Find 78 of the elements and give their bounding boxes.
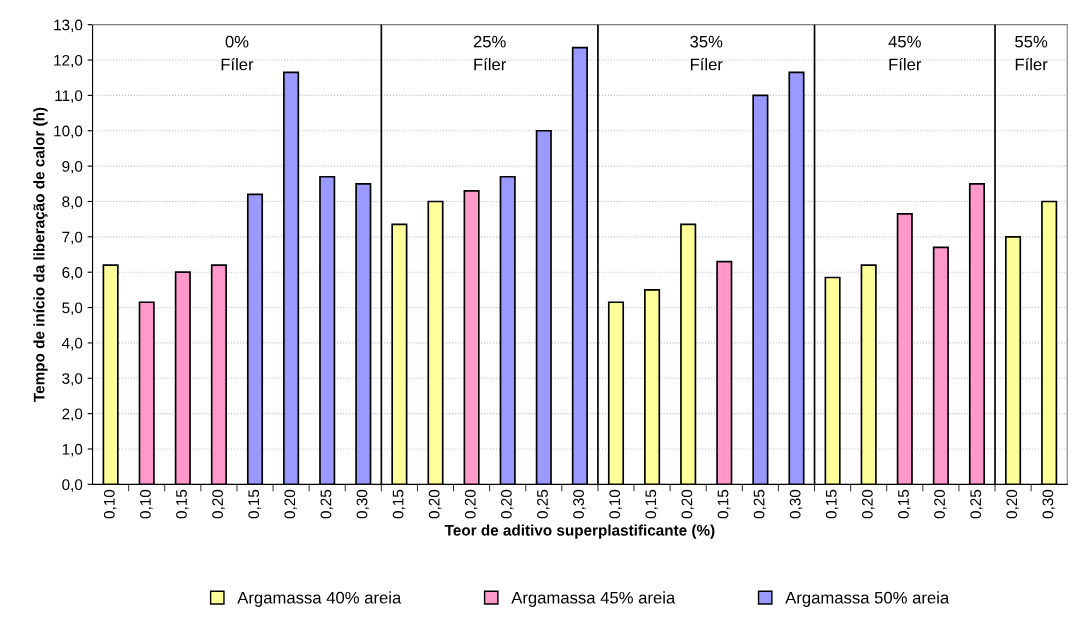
bar [752,94,769,485]
legend-label: Argamassa 45% areia [511,591,676,607]
x-tick-label: 0,10 [609,489,622,519]
y-tick-label: 10,0 [54,125,83,139]
bar [1005,235,1022,485]
x-tick-label: 0,30 [789,489,803,519]
bar [391,223,408,485]
x-tick-label: 0,25 [970,489,983,519]
x-tick-label: 0,20 [681,489,695,519]
bar [535,129,552,485]
x-axis-title: Teor de aditivo superplastificante (%) [444,524,715,539]
bar [499,175,516,485]
x-tick-label: 0,20 [212,489,225,519]
bar [932,246,949,485]
x-tick-label: 0,30 [356,489,370,519]
bar [716,260,733,485]
bar [644,289,661,485]
bar [571,46,588,485]
x-tick-label: 0,15 [825,489,839,519]
bar [463,190,480,485]
x-tick-label: 0,15 [898,489,911,519]
bar [283,71,300,485]
annotation: 55% Fíler [1015,35,1048,71]
x-tick-label: 0,20 [428,489,442,519]
bar [138,301,155,485]
x-tick-label: 0,15 [176,489,189,519]
bar [788,71,805,485]
x-tick-label: 0,20 [861,489,875,519]
legend-label: Argamassa 40% areia [237,591,402,607]
x-tick-label: 0,20 [500,489,514,519]
bar [427,200,444,485]
bar [319,175,336,485]
y-tick-label: 13,0 [54,19,83,33]
y-tick-label: 12,0 [54,54,83,68]
bar [896,213,913,485]
y-tick-label: 6,0 [62,267,83,280]
bar [1041,200,1058,485]
y-tick-label: 3,0 [62,373,83,386]
bar [680,223,697,485]
y-axis-title: Tempo de início da liberação de calor (h) [33,107,48,402]
x-tick-label: 0,30 [573,489,586,519]
bar [210,264,227,485]
x-tick-label: 0,15 [248,489,261,519]
x-tick-label: 0,20 [464,489,478,519]
x-tick-label: 0,20 [934,489,947,519]
bar [860,264,877,485]
x-tick-label: 0,20 [1006,489,1019,519]
x-tick-label: 0,25 [537,489,550,519]
x-tick-label: 0,10 [140,489,153,519]
annotation: 35% Fíler [690,35,723,71]
bar [968,182,986,485]
x-tick-label: 0,25 [753,489,767,519]
y-tick-label: 5,0 [62,302,83,316]
annotation: 45% Fíler [888,35,922,71]
bar [246,193,264,485]
x-tick-label: 0,15 [392,489,406,519]
x-tick-label: 0,10 [103,489,117,519]
y-tick-label: 9,0 [62,160,83,174]
y-tick-label: 11,0 [55,90,83,103]
x-tick-label: 0,25 [320,489,334,519]
bar [174,271,191,485]
y-tick-label: 1,0 [62,443,83,457]
bar [607,301,625,485]
x-tick-label: 0,15 [645,489,658,519]
y-tick-label: 2,0 [62,408,83,422]
y-tick-label: 0,0 [62,479,83,492]
bar [355,182,372,485]
x-tick-label: 0,30 [1042,489,1056,519]
y-tick-label: 4,0 [61,337,83,351]
y-tick-label: 8,0 [62,196,83,209]
annotation: 0% Fíler [221,35,254,71]
x-tick-label: 0,15 [717,489,731,519]
annotation: 25% Fíler [473,35,507,71]
bar [102,264,119,485]
x-tick-label: 0,20 [284,489,298,519]
legend-label: Argamassa 50% areia [785,591,950,607]
bar [824,276,841,485]
y-tick-label: 7,0 [62,231,83,245]
